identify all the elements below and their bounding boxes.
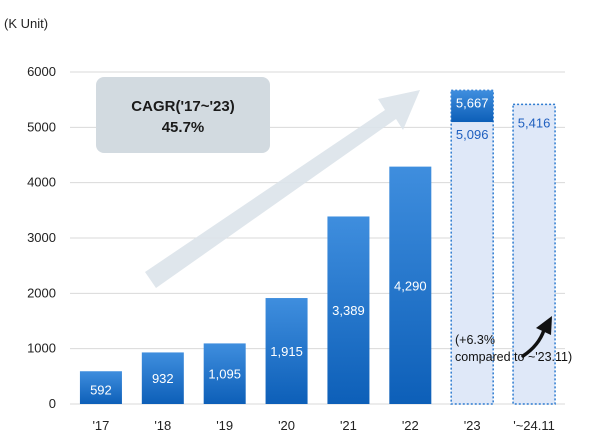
bar-3-label: 1,095 <box>208 367 241 382</box>
cagr-label: CAGR('17~'23) <box>131 98 234 115</box>
bar-5-label: 3,389 <box>332 303 365 318</box>
y-tick-label: 5000 <box>27 119 56 134</box>
y-tick-label: 3000 <box>27 230 56 245</box>
y-tick-label: 6000 <box>27 64 56 79</box>
curved-arrow-icon <box>521 316 552 358</box>
x-tick-label: '21 <box>340 418 357 433</box>
x-tick-label: '17 <box>92 418 109 433</box>
bar-2-label: 932 <box>152 371 174 386</box>
unit-label: (K Unit) <box>4 16 48 31</box>
y-tick-label: 2000 <box>27 285 56 300</box>
cagr-value: 45.7% <box>162 119 205 136</box>
x-tick-label: '20 <box>278 418 295 433</box>
y-axis: 0 1000 2000 3000 4000 5000 6000 <box>27 64 56 411</box>
bar-7 <box>450 89 494 405</box>
x-tick-label: '19 <box>216 418 233 433</box>
bar-2 <box>141 352 184 404</box>
bar-4 <box>265 298 308 404</box>
note-line-2: compared to ~'23.11) <box>455 350 572 364</box>
bar-1-label: 592 <box>90 383 112 398</box>
x-tick-label: '22 <box>402 418 419 433</box>
bar-4-label: 1,915 <box>270 344 303 359</box>
overlay-label: 5,096 <box>456 127 489 142</box>
note-line-1: (+6.3% <box>455 333 495 347</box>
bar-6 <box>389 166 432 404</box>
growth-arrow <box>145 90 420 288</box>
x-axis: '17 '18 '19 '20 '21 '22 '23 '~24.11 <box>92 418 554 433</box>
x-tick-label: '~24.11 <box>513 418 555 433</box>
bar-7-label: 5,667 <box>456 95 489 110</box>
bar-7-actual-segment <box>451 90 494 123</box>
bar-8 <box>512 103 556 405</box>
y-tick-label: 1000 <box>27 341 56 356</box>
bar-1 <box>79 371 122 404</box>
x-tick-label: '18 <box>154 418 171 433</box>
y-tick-label: 0 <box>49 396 56 411</box>
bar-5 <box>327 216 370 404</box>
bar-6-label: 4,290 <box>394 278 427 293</box>
y-tick-label: 4000 <box>27 175 56 190</box>
bar-8-label: 5,416 <box>518 115 551 130</box>
bars: 592 932 1,095 1,915 3,389 4,290 5,096 5,667 5,41… <box>79 89 556 405</box>
x-tick-label: '23 <box>464 418 481 433</box>
cagr-box <box>96 77 270 153</box>
bar-3 <box>203 343 246 404</box>
